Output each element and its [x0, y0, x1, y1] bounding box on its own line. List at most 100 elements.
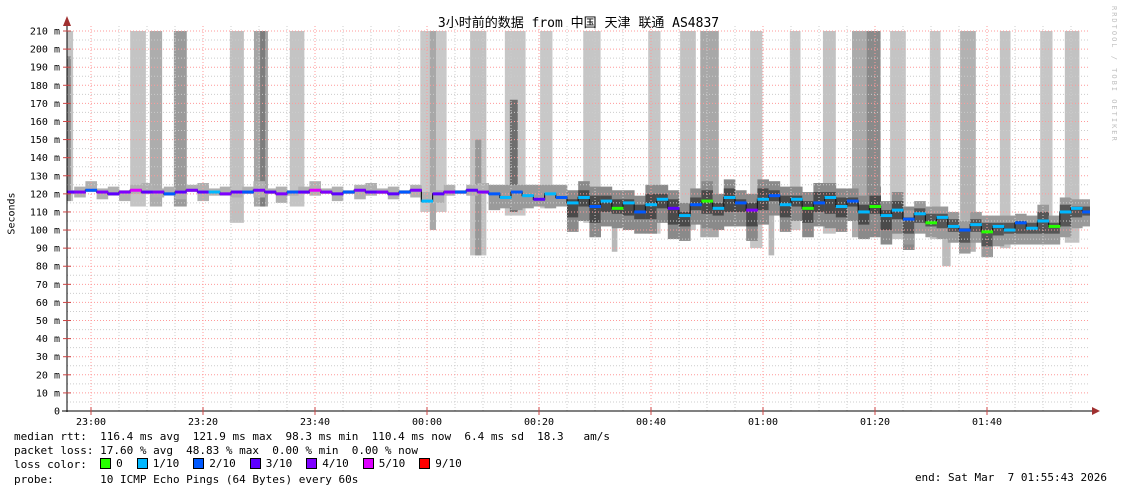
- smoke-band: [866, 31, 881, 238]
- x-tick-label: 00:20: [524, 417, 554, 428]
- smoke-envelope: [85, 181, 97, 193]
- median-segment: [376, 190, 389, 194]
- smoke-envelope: [354, 184, 366, 200]
- smoke-envelope: [914, 208, 926, 223]
- median-segment: [645, 203, 657, 207]
- loss-swatch: [362, 458, 374, 470]
- y-tick-label: 180 m: [30, 81, 60, 92]
- smoke-band: [289, 31, 305, 207]
- median-segment: [455, 190, 467, 194]
- smoke-band: [929, 31, 941, 240]
- median-segment: [477, 190, 489, 194]
- median-segment: [85, 188, 97, 192]
- smoke-band: [890, 31, 906, 240]
- median-segment: [287, 190, 299, 194]
- loss-swatch: [100, 458, 112, 470]
- median-segment: [903, 217, 915, 221]
- median-segment: [611, 206, 624, 210]
- y-tick-label: 170 m: [30, 99, 60, 110]
- axis-layer: [62, 16, 1100, 415]
- loss-swatch-label: 2/10: [209, 457, 236, 470]
- x-tick-label: 23:20: [188, 417, 218, 428]
- loss-swatch: [136, 458, 148, 470]
- smoke-envelope: [723, 188, 736, 212]
- median-segment: [298, 190, 310, 194]
- y-tick-label: 140 m: [30, 153, 60, 164]
- smoke-envelope: [611, 199, 624, 214]
- smoke-band: [1064, 31, 1080, 243]
- smoke-envelope: [1003, 222, 1016, 234]
- smoke-envelope: [1059, 204, 1072, 227]
- median-segment: [1003, 228, 1016, 232]
- end-time: end: Sat Mar 7 01:55:43 2026: [914, 471, 1107, 484]
- smoke-envelope: [791, 195, 803, 207]
- median-segment: [555, 195, 568, 199]
- median-segment: [992, 224, 1005, 228]
- smoke-envelope: [163, 186, 176, 196]
- y-tick-label: 60 m: [36, 298, 60, 309]
- median-segment: [354, 188, 366, 192]
- median-segment: [970, 223, 982, 227]
- x-tick-label: 01:20: [860, 417, 890, 428]
- smoke-band: [429, 31, 436, 231]
- smoke-envelope: [119, 190, 131, 202]
- smoke-envelope: [1037, 211, 1049, 234]
- y-tick-label: 40 m: [36, 334, 60, 345]
- median-segment: [544, 192, 557, 196]
- y-tick-label: 90 m: [36, 244, 60, 255]
- median-segment: [443, 190, 456, 194]
- median-segment: [1048, 224, 1061, 228]
- median-segment: [735, 201, 747, 205]
- median-segment: [432, 192, 445, 196]
- smoke-band: [229, 31, 244, 223]
- smoke-band: [67, 56, 71, 202]
- smoke-envelope: [555, 184, 568, 207]
- smoke-envelope: [533, 184, 545, 207]
- x-tick-label: 00:40: [636, 417, 666, 428]
- loss-color-label: loss color:: [14, 458, 87, 472]
- median-segment: [107, 192, 120, 196]
- median-segment: [768, 194, 781, 198]
- smoke-band: [540, 31, 553, 209]
- y-tick-label: 150 m: [30, 135, 60, 146]
- probe-line: probe: 10 ICMP Echo Pings (64 Bytes) eve…: [14, 472, 359, 486]
- median-segment: [219, 192, 232, 196]
- loss-swatch-label: 4/10: [322, 457, 349, 470]
- median-segment: [925, 221, 937, 225]
- loss-item-9-10: 9/10: [419, 457, 462, 471]
- median-segment: [331, 192, 344, 196]
- smoke-band: [260, 31, 266, 207]
- smoke-band: [768, 215, 775, 256]
- smoke-band: [611, 211, 618, 252]
- median-segment: [824, 195, 837, 199]
- smoke-envelope: [186, 184, 198, 193]
- median-segment: [869, 205, 881, 209]
- median-segment: [947, 224, 960, 228]
- median-segment: [701, 199, 713, 203]
- median-segment: [981, 230, 993, 234]
- median-segment: [746, 208, 758, 212]
- median-segment: [163, 192, 176, 196]
- rrdtool-watermark: RRDTOOL / TOBI OETIKER: [1110, 6, 1118, 143]
- x-tick-label: 23:40: [300, 417, 330, 428]
- smoke-band: [583, 31, 601, 223]
- loss-swatch-label: 5/10: [378, 457, 406, 470]
- y-tick-label: 110 m: [30, 207, 60, 218]
- median-segment: [365, 190, 377, 194]
- y-axis-label: Seconds: [6, 192, 18, 235]
- smoke-envelope: [443, 184, 456, 196]
- median-segment: [1026, 226, 1038, 230]
- median-segment: [623, 201, 635, 205]
- smoke-envelope: [679, 211, 691, 227]
- median-segment: [589, 205, 601, 209]
- median-segment: [264, 190, 277, 194]
- smoke-envelope: [511, 184, 523, 211]
- smoke-band: [173, 31, 187, 207]
- median-segment: [96, 190, 109, 194]
- median-segment: [600, 199, 613, 203]
- x-tick-label: 01:40: [972, 417, 1002, 428]
- y-axis-arrow: [63, 16, 71, 26]
- median-segment: [712, 206, 725, 210]
- smoke-envelope: [936, 213, 949, 229]
- median-rtt-line: median rtt: 116.4 ms avg 121.9 ms max 98…: [14, 430, 611, 443]
